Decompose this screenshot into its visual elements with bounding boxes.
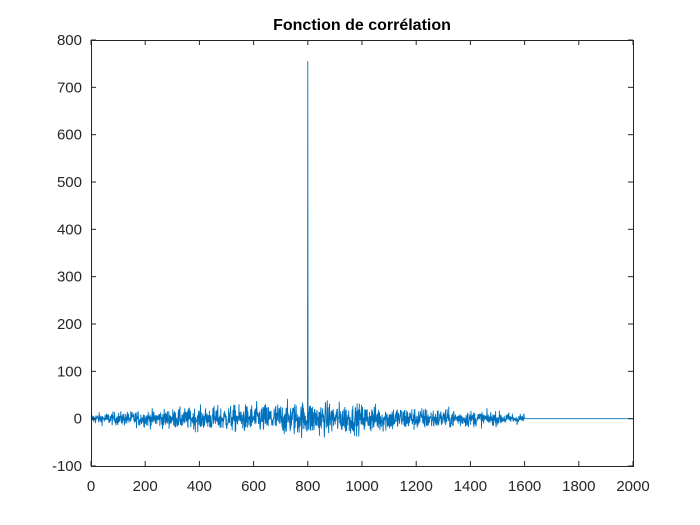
y-tick-label: 100 [57,363,82,380]
y-tick-label: 200 [57,316,82,333]
x-tick-label: 400 [187,478,212,495]
y-tick-label: 500 [57,174,82,191]
x-tick-label: 1800 [562,478,595,495]
ticks-group: 0 200 400 600 800 1000 1200 1400 1600 1800 2000-10… [52,32,650,495]
x-tick-label: 0 [87,478,95,495]
y-tick-label: 700 [57,79,82,96]
y-tick-label: 600 [57,127,82,144]
axes-background [91,40,633,466]
x-tick-label: 800 [295,478,320,495]
series-group [90,61,633,439]
y-tick-label: 300 [57,269,82,286]
x-tick-label: 600 [241,478,266,495]
y-tick-label: 400 [57,221,82,238]
chart-title: Fonction de corrélation [273,17,451,34]
x-tick-label: 1600 [508,478,541,495]
x-tick-label: 1200 [400,478,433,495]
series-line [90,61,633,439]
x-tick-label: 200 [133,478,158,495]
x-tick-label: 2000 [616,478,649,495]
y-tick-label: -100 [52,458,82,475]
y-tick-label: 800 [57,32,82,49]
x-tick-label: 1000 [345,478,378,495]
y-tick-label: 0 [74,411,82,428]
x-tick-label: 1400 [454,478,487,495]
plot-area: 0 200 400 600 800 1000 1200 1400 1600 1800 2000-10… [52,32,650,495]
